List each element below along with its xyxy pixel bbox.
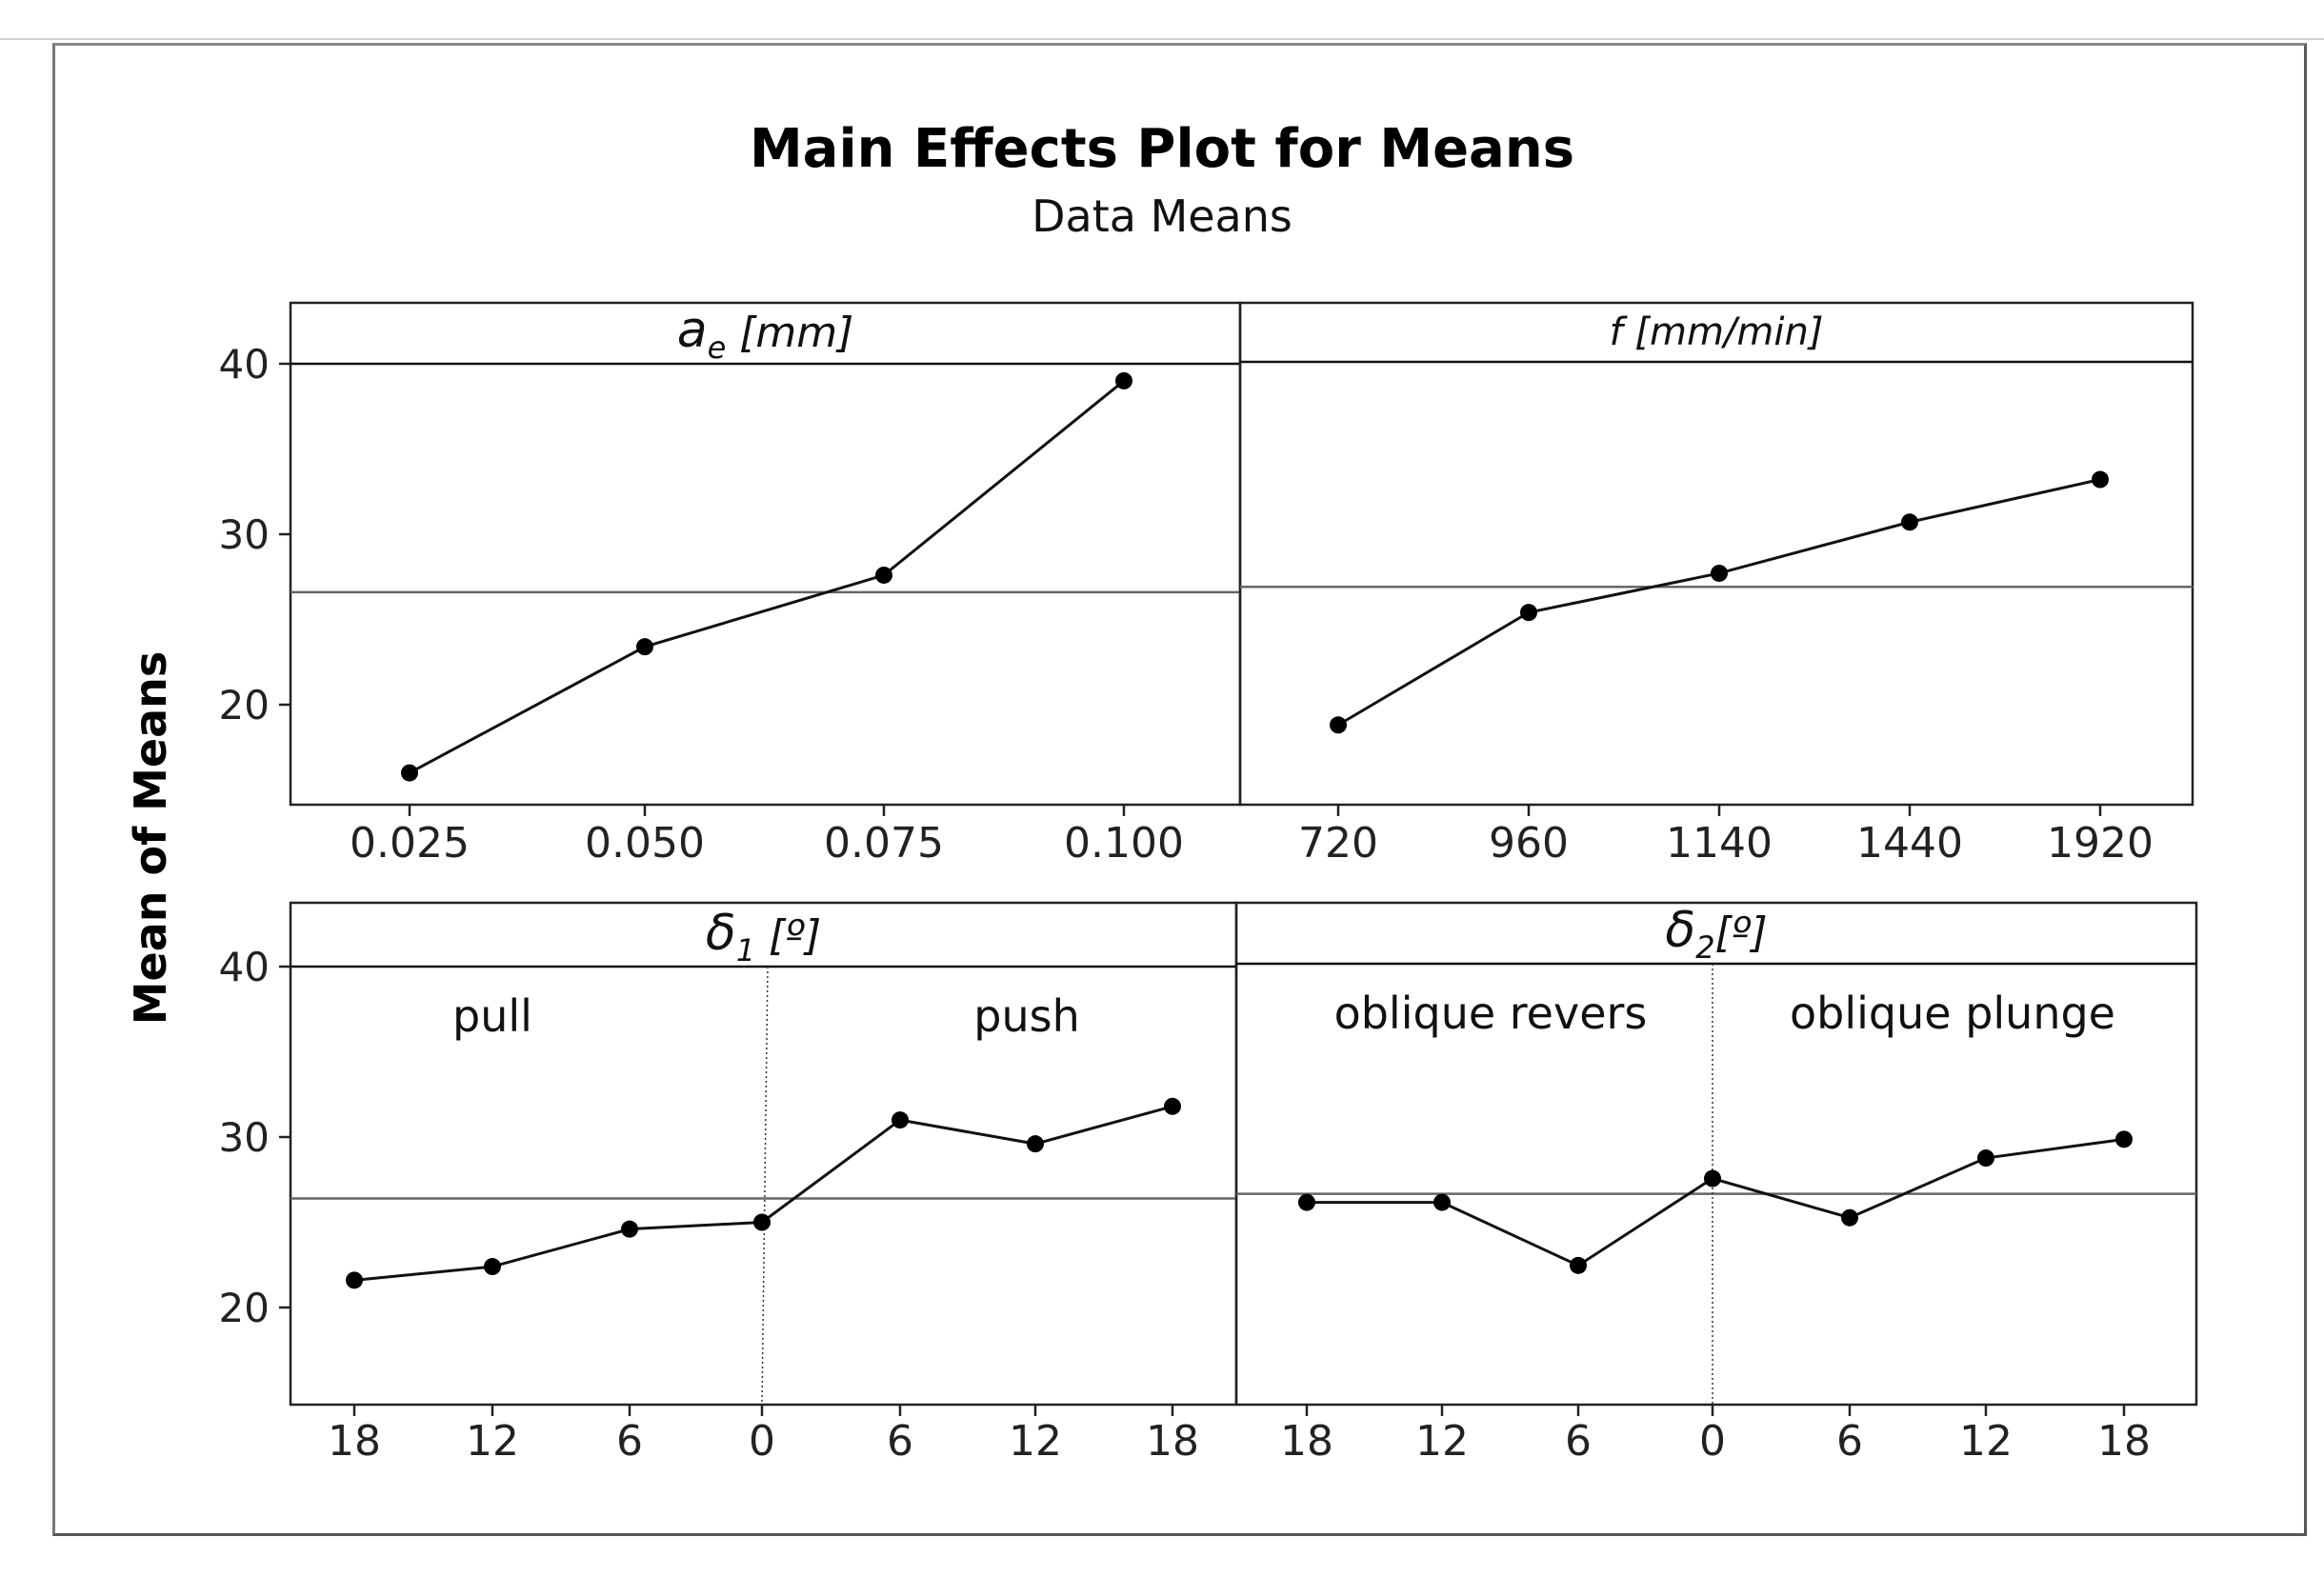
- chart-title: Main Effects Plot for Means: [749, 118, 1575, 180]
- panel-frame: [289, 301, 1242, 807]
- x-tick-label: 18: [328, 1417, 381, 1466]
- data-point: [401, 764, 418, 782]
- data-point: [346, 1271, 363, 1289]
- data-point: [1027, 1135, 1044, 1153]
- panel-title: δ2[º]: [1665, 902, 1767, 966]
- x-tick-label: 0.075: [824, 819, 944, 868]
- x-tick-label: 1440: [1856, 819, 1963, 868]
- data-point: [1711, 564, 1728, 582]
- data-point: [1570, 1256, 1587, 1274]
- data-point: [484, 1258, 501, 1276]
- region-label-right: push: [973, 990, 1079, 1042]
- x-tick-label: 0.050: [585, 819, 705, 868]
- data-point: [636, 638, 653, 656]
- panel-3: δ1 [º] 20 30 40 pull push 18 12 6 0 6 12 18: [219, 901, 1238, 1466]
- top-border-line: [0, 38, 2324, 40]
- x-tick-label: 6: [616, 1417, 643, 1466]
- region-label-left: oblique revers: [1334, 988, 1648, 1039]
- data-point: [892, 1111, 909, 1129]
- panel-4: δ2[º] oblique revers oblique plunge 18 12 6 0 6…: [1234, 901, 2198, 1466]
- y-tick-label: 20: [219, 1285, 270, 1331]
- data-point: [753, 1213, 771, 1231]
- data-point: [1164, 1097, 1181, 1115]
- series-line: [1337, 478, 2101, 727]
- chart-subtitle: Data Means: [1032, 190, 1292, 242]
- x-tick-label: 12: [466, 1417, 519, 1466]
- x-tick-label: 12: [1009, 1417, 1062, 1466]
- data-point: [621, 1220, 638, 1238]
- x-tick-label: 720: [1298, 819, 1378, 868]
- x-tick-label: 0: [1699, 1417, 1726, 1466]
- data-point: [1841, 1208, 1858, 1227]
- series-line: [353, 1105, 1173, 1282]
- x-tick-label: 0: [749, 1417, 775, 1466]
- data-point: [875, 566, 892, 584]
- x-tick-label: 6: [887, 1417, 913, 1466]
- panel-frame: [1234, 901, 2198, 1407]
- x-tick-label: 12: [1959, 1417, 2013, 1466]
- figure-frame: [52, 43, 2307, 1536]
- data-point: [1977, 1149, 1994, 1168]
- data-point: [2115, 1130, 2133, 1148]
- zero-divider-line: [761, 966, 769, 1406]
- panel-1: ae [mm] 20 30 40 0.025 0.050 0.075 0.100: [219, 301, 1242, 868]
- x-tick-label: 18: [2097, 1417, 2151, 1466]
- x-tick-label: 0.025: [350, 819, 470, 868]
- x-tick-label: 18: [1146, 1417, 1199, 1466]
- x-tick-label: 1140: [1666, 819, 1773, 868]
- panel-2: f [mm/min] 720 960 1140 1440 1920: [1238, 301, 2194, 868]
- x-tick-label: 6: [1565, 1417, 1592, 1466]
- x-tick-label: 6: [1836, 1417, 1863, 1466]
- panel-title: δ1 [º]: [706, 905, 821, 968]
- region-label-left: pull: [452, 990, 532, 1042]
- y-tick-label: 40: [219, 944, 270, 990]
- data-point: [1433, 1193, 1451, 1211]
- series-line: [1307, 1137, 2125, 1268]
- x-tick-label: 0.100: [1064, 819, 1184, 868]
- y-tick-label: 30: [219, 511, 270, 558]
- panel-frame: [1238, 301, 2194, 807]
- data-point: [1704, 1169, 1721, 1188]
- data-point: [1330, 716, 1347, 734]
- series-line: [409, 379, 1125, 774]
- data-point: [1520, 604, 1537, 622]
- data-point: [1901, 513, 1918, 531]
- data-point: [2092, 470, 2109, 489]
- data-point: [1115, 371, 1132, 389]
- panel-title: f [mm/min]: [1610, 310, 1824, 354]
- panel-title: ae [mm]: [677, 302, 854, 366]
- y-tick-label: 20: [219, 682, 270, 729]
- x-tick-label: 1920: [2047, 819, 2154, 868]
- region-label-right: oblique plunge: [1790, 988, 2115, 1039]
- x-tick-label: 18: [1280, 1417, 1333, 1466]
- y-tick-label: 40: [219, 341, 270, 388]
- y-tick-label: 30: [219, 1114, 270, 1161]
- x-tick-label: 960: [1489, 819, 1569, 868]
- x-tick-label: 12: [1415, 1417, 1469, 1466]
- data-point: [1298, 1193, 1315, 1211]
